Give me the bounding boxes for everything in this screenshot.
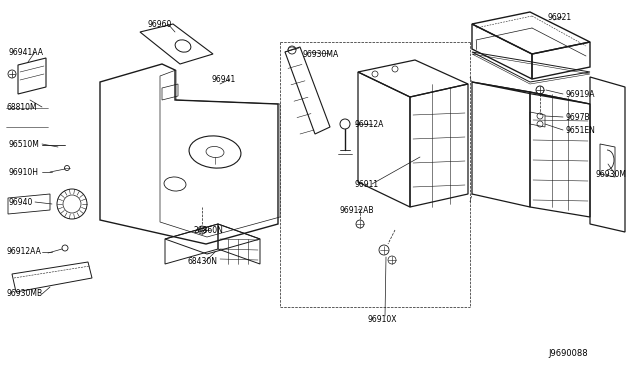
Text: 9697B: 9697B	[566, 112, 591, 122]
Text: 96910H: 96910H	[8, 167, 38, 176]
Text: 96941AA: 96941AA	[8, 48, 43, 57]
Text: 96510M: 96510M	[8, 140, 39, 148]
Text: 96930MB: 96930MB	[6, 289, 42, 298]
Text: 96910X: 96910X	[368, 315, 397, 324]
Text: 68810M: 68810M	[6, 103, 36, 112]
Text: 96912AB: 96912AB	[340, 205, 374, 215]
Text: 96919A: 96919A	[566, 90, 595, 99]
Text: J9690088: J9690088	[548, 350, 588, 359]
Text: 96941: 96941	[212, 74, 236, 83]
Text: 96912AA: 96912AA	[6, 247, 41, 257]
Text: 68430N: 68430N	[188, 257, 218, 266]
Text: 96912A: 96912A	[355, 119, 385, 128]
Text: 96930M: 96930M	[596, 170, 627, 179]
Text: 96940: 96940	[8, 198, 33, 206]
Text: 9651EN: 9651EN	[566, 125, 596, 135]
Text: 96911: 96911	[355, 180, 379, 189]
Text: 24860N: 24860N	[193, 225, 223, 234]
Text: 96930MA: 96930MA	[303, 49, 339, 58]
Text: 96921: 96921	[548, 13, 572, 22]
Text: 96960: 96960	[148, 19, 172, 29]
